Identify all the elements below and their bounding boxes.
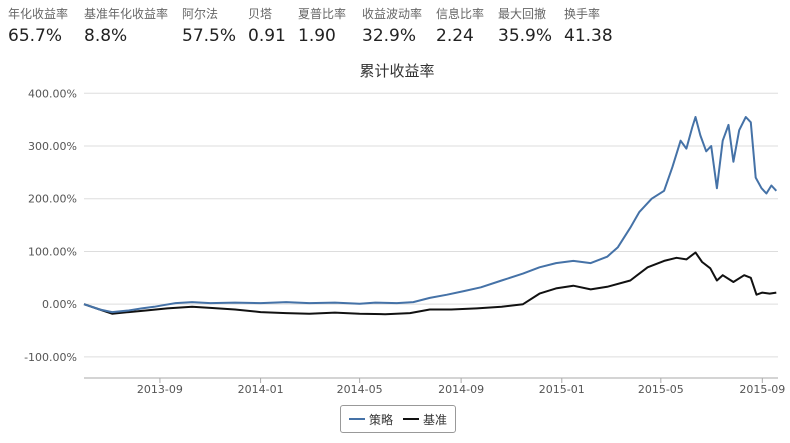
stat-max-drawdown: 最大回撤 35.9%	[498, 6, 552, 48]
stat-value: 35.9%	[498, 26, 553, 46]
legend-item-strategy[interactable]: 策略	[348, 411, 393, 428]
stat-label: 夏普比率	[298, 7, 347, 21]
stat-value: 41.38	[564, 26, 613, 46]
y-axis: -100.00% 0.00% 100.00% 200.00% 300.00% 400.00…	[24, 87, 77, 364]
y-tick-label: -100.00%	[24, 351, 77, 364]
x-tick-label: 2014-01	[238, 383, 284, 396]
chart-legend: 策略 基准	[340, 405, 456, 433]
x-tick-label: 2014-09	[438, 383, 484, 396]
stat-value: 0.91	[248, 26, 286, 46]
legend-swatch	[348, 418, 365, 420]
legend-label: 策略	[368, 412, 393, 427]
y-tick-label: 0.00%	[42, 298, 77, 311]
stat-value: 1.90	[298, 26, 336, 46]
chart-title: 累计收益率	[359, 62, 434, 80]
chart-grid	[84, 92, 778, 358]
stat-volatility: 收益波动率 32.9%	[362, 6, 422, 48]
series-line-benchmark	[83, 251, 777, 316]
legend-swatch	[403, 418, 419, 420]
legend-item-benchmark[interactable]: 基准	[403, 411, 447, 428]
stat-label: 年化收益率	[8, 7, 69, 21]
x-axis: 2013-09 2014-01 2014-05 2014-09 2015-01 2015-…	[84, 377, 785, 396]
y-tick-label: 300.00%	[28, 140, 77, 153]
stat-benchmark-annual-return: 基准年化收益率 8.8%	[84, 6, 168, 48]
legend-label: 基准	[423, 412, 448, 427]
performance-stats: 年化收益率 65.7% 基准年化收益率 8.8% 阿尔法 57.5% 贝塔 0.…	[0, 0, 790, 50]
stat-beta: 贝塔 0.91	[248, 6, 286, 48]
stat-label: 阿尔法	[182, 7, 219, 21]
stat-alpha: 阿尔法 57.5%	[182, 6, 236, 48]
x-tick-label: 2015-05	[638, 383, 684, 396]
y-tick-label: 400.00%	[28, 87, 77, 100]
stat-information-ratio: 信息比率 2.24	[436, 6, 484, 48]
stat-value: 32.9%	[362, 26, 417, 46]
stat-label: 收益波动率	[362, 7, 423, 21]
y-tick-label: 200.00%	[28, 193, 77, 206]
stat-value: 2.24	[436, 26, 474, 46]
stat-value: 57.5%	[182, 26, 237, 46]
x-tick-label: 2014-05	[337, 383, 383, 396]
x-tick-label: 2013-09	[137, 383, 183, 396]
stat-label: 信息比率	[436, 7, 485, 21]
y-tick-label: 100.00%	[28, 245, 77, 258]
stat-turnover: 换手率 41.38	[564, 6, 613, 48]
x-tick-label: 2015-09	[739, 383, 785, 396]
stat-sharpe: 夏普比率 1.90	[298, 6, 346, 48]
stat-annual-return: 年化收益率 65.7%	[8, 6, 68, 48]
stat-label: 换手率	[564, 7, 601, 21]
stat-label: 最大回撤	[498, 7, 547, 21]
stat-value: 8.8%	[84, 26, 128, 46]
stat-label: 基准年化收益率	[84, 7, 169, 21]
stat-value: 65.7%	[8, 26, 63, 46]
stat-label: 贝塔	[248, 7, 273, 21]
chart-series	[83, 116, 778, 316]
x-tick-label: 2015-01	[539, 383, 585, 396]
series-line-strategy	[83, 116, 778, 314]
